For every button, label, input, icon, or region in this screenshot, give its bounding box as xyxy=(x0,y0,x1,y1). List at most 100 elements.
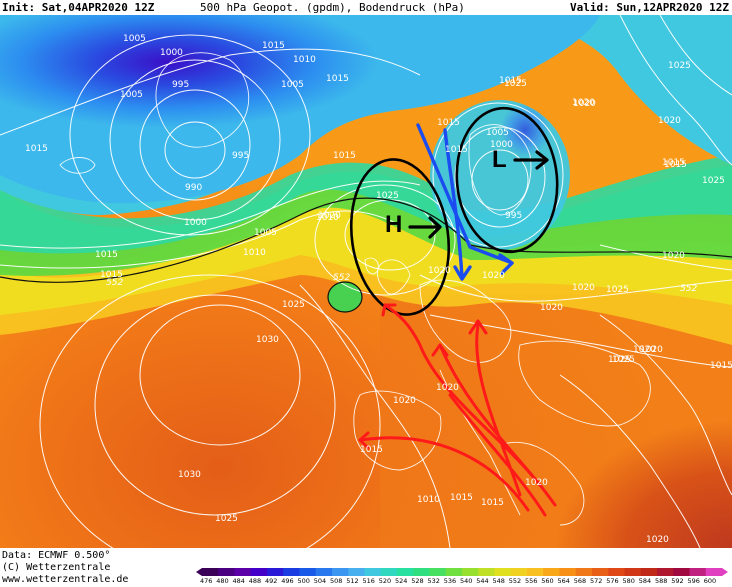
svg-text:1000: 1000 xyxy=(160,48,183,58)
map-title: 500 hPa Geopot. (gpdm), Bodendruck (hPa) xyxy=(200,1,465,14)
colorbar-tick-label: 600 xyxy=(703,577,717,585)
colorbar-tick-label: 528 xyxy=(411,577,424,585)
colorbar-tick-label: 556 xyxy=(525,577,538,585)
svg-text:1015: 1015 xyxy=(710,361,732,371)
svg-text:995: 995 xyxy=(232,151,249,161)
svg-text:1015: 1015 xyxy=(499,76,522,86)
colorbar-swatch xyxy=(673,568,690,576)
colorbar-swatch xyxy=(445,568,463,576)
svg-text:1015: 1015 xyxy=(662,158,685,168)
svg-text:995: 995 xyxy=(505,211,522,221)
svg-text:1020: 1020 xyxy=(633,345,656,355)
colorbar-tick-label: 596 xyxy=(687,577,700,585)
svg-text:1020: 1020 xyxy=(393,396,416,406)
svg-text:1020: 1020 xyxy=(662,251,685,261)
colorbar-tick-label: 568 xyxy=(573,577,587,585)
colorbar-swatch xyxy=(575,568,593,576)
colorbar-tick-label: 476 xyxy=(200,577,213,585)
colorbar-tick-label: 496 xyxy=(281,577,294,585)
svg-text:1015: 1015 xyxy=(481,498,504,508)
colorbar-tick-label: 564 xyxy=(557,577,570,585)
colorbar-tick-label: 520 xyxy=(378,577,392,585)
svg-text:1010: 1010 xyxy=(293,55,316,65)
colorbar-tick-label: 576 xyxy=(606,577,619,585)
colorbar-swatch xyxy=(657,568,674,576)
colorbar-swatch xyxy=(478,568,495,576)
weather-map: H L 1005 100 xyxy=(0,15,732,548)
colorbar-tick-label: 552 xyxy=(508,577,522,585)
svg-text:1020: 1020 xyxy=(572,98,595,108)
pressure-labels: 1005 1000 995 990 995 1000 1005 1010 100… xyxy=(25,34,732,545)
colorbar-tick-label: 512 xyxy=(346,577,359,585)
svg-text:1025: 1025 xyxy=(612,355,635,365)
svg-text:1000: 1000 xyxy=(184,218,207,228)
website-url[interactable]: www.wetterzentrale.de xyxy=(2,574,129,585)
colorbar-tick-label: 532 xyxy=(427,577,440,585)
colorbar-swatch xyxy=(527,568,544,576)
colorbar-tick-label: 480 xyxy=(216,577,229,585)
svg-text:990: 990 xyxy=(185,183,202,193)
svg-text:1020: 1020 xyxy=(482,271,505,281)
svg-text:1015: 1015 xyxy=(360,445,383,455)
colorbar-swatch xyxy=(510,568,528,576)
colorbar-swatch xyxy=(250,568,268,576)
colorbar-swatch xyxy=(299,568,317,576)
colorbar-swatch xyxy=(283,568,300,576)
colorbar-swatch xyxy=(640,568,658,576)
colorbar-swatch xyxy=(559,568,577,576)
copyright: (C) Wetterzentrale xyxy=(2,562,111,573)
colorbar-swatch xyxy=(462,568,479,576)
colorbar-tick-label: 484 xyxy=(232,577,245,585)
svg-text:1005: 1005 xyxy=(123,34,146,44)
header: Init: Sat,04APR2020 12Z 500 hPa Geopot. … xyxy=(0,0,732,15)
svg-text:552: 552 xyxy=(106,278,123,288)
svg-text:1020: 1020 xyxy=(640,345,663,355)
high-pressure-symbol: H xyxy=(385,211,402,238)
svg-text:1025: 1025 xyxy=(606,285,629,295)
colorbar-tick-label: 504 xyxy=(313,577,327,585)
colorbar-swatch xyxy=(348,568,365,576)
colorbar-tick-label: 584 xyxy=(638,577,652,585)
colorbar-swatch xyxy=(494,568,512,576)
colorbar-tick-label: 580 xyxy=(622,577,635,585)
svg-text:1020: 1020 xyxy=(428,266,451,276)
svg-text:1030: 1030 xyxy=(256,335,279,345)
colorbar-left-end xyxy=(196,568,202,576)
svg-text:1020: 1020 xyxy=(646,535,669,545)
init-time: Init: Sat,04APR2020 12Z xyxy=(2,1,155,14)
colorbar-tick-label: 524 xyxy=(395,577,408,585)
svg-text:1020: 1020 xyxy=(658,116,681,126)
svg-text:1025: 1025 xyxy=(215,514,238,524)
svg-text:1015: 1015 xyxy=(450,493,473,503)
svg-text:1010: 1010 xyxy=(417,495,440,505)
colorbar-tick-label: 548 xyxy=(492,577,505,585)
colorbar-tick-label: 560 xyxy=(541,577,554,585)
colorbar-swatch xyxy=(413,568,430,576)
colorbar-swatch xyxy=(267,568,284,576)
svg-text:1020: 1020 xyxy=(572,283,595,293)
svg-text:552: 552 xyxy=(333,273,350,283)
svg-text:1025: 1025 xyxy=(608,355,631,365)
colorbar-tick-label: 544 xyxy=(476,577,489,585)
blue-flow-arrows xyxy=(416,123,514,281)
colorbar-swatch xyxy=(543,568,560,576)
svg-text:1020: 1020 xyxy=(318,211,341,221)
svg-text:1005: 1005 xyxy=(281,80,304,90)
colorbar-tick-label: 540 xyxy=(460,577,473,585)
svg-text:1020: 1020 xyxy=(540,303,563,313)
svg-text:1015: 1015 xyxy=(437,118,460,128)
colorbar-swatch xyxy=(234,568,252,576)
colorbar-swatch xyxy=(705,568,723,576)
colorbar-tick-label: 488 xyxy=(248,577,262,585)
svg-text:1005: 1005 xyxy=(120,90,143,100)
colorbar-tick-label: 500 xyxy=(297,577,310,585)
colorbar-swatch xyxy=(315,568,333,576)
colorbar-swatch xyxy=(429,568,447,576)
colorbar xyxy=(196,568,728,576)
svg-text:995: 995 xyxy=(172,80,189,90)
colorbar-swatch xyxy=(608,568,625,576)
data-source: Data: ECMWF 0.500° xyxy=(2,550,111,561)
svg-text:1005: 1005 xyxy=(486,128,509,138)
colorbar-tick-label: 592 xyxy=(671,577,684,585)
colorbar-tick-label: 492 xyxy=(265,577,278,585)
